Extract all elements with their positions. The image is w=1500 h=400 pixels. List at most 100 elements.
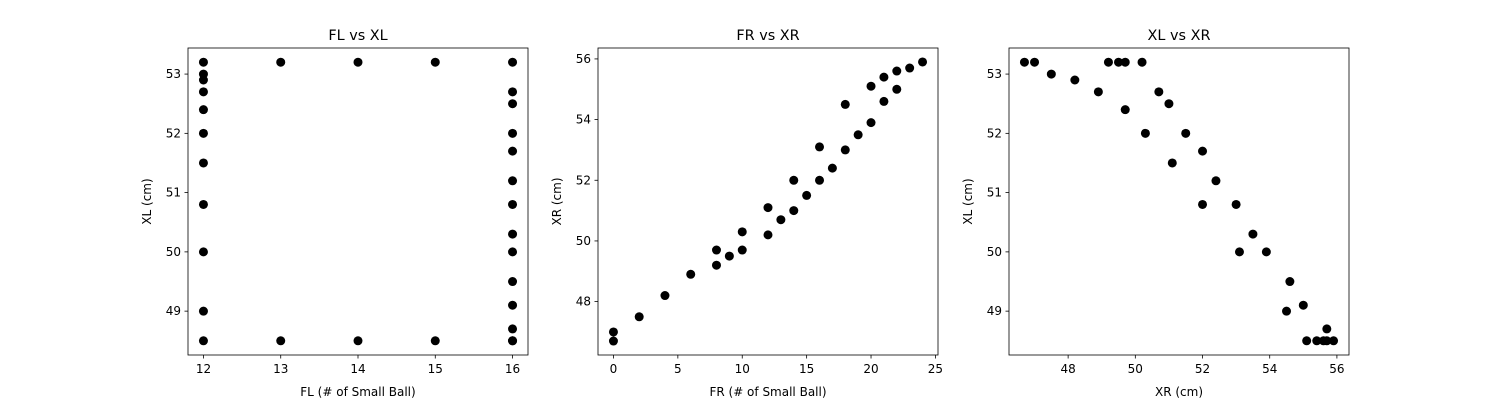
data-point — [1030, 57, 1040, 67]
data-point — [1285, 277, 1295, 287]
data-point — [198, 336, 208, 346]
data-point — [508, 229, 518, 239]
data-point — [508, 146, 518, 156]
data-point — [1164, 99, 1174, 109]
y-tick-label: 54 — [576, 113, 591, 127]
y-axis-label: XL (cm) — [961, 178, 975, 224]
data-point — [1019, 57, 1029, 67]
data-point — [686, 269, 696, 279]
x-tick-label: 16 — [505, 362, 520, 376]
data-point — [840, 145, 850, 155]
data-point — [1231, 199, 1241, 209]
data-point — [1114, 57, 1124, 67]
data-point — [1312, 336, 1322, 346]
y-tick-label: 52 — [987, 126, 1002, 140]
data-points — [1019, 57, 1339, 346]
data-point — [198, 158, 208, 168]
data-point — [1198, 199, 1208, 209]
y-tick-label: 52 — [166, 126, 181, 140]
data-point — [724, 251, 734, 261]
x-tick-label: 50 — [1128, 362, 1143, 376]
data-point — [737, 227, 747, 237]
scatter-panel-xl-vs-xr: XL vs XR 48 50 52 54 56 49 50 51 52 53 XR (cm) XL… — [961, 28, 1350, 399]
data-point — [198, 247, 208, 257]
data-point — [508, 247, 518, 257]
scatter-panel-fr-vs-xr: FR vs XR 0 5 10 15 20 25 48 50 52 54 56 FR (# of S… — [550, 28, 943, 399]
y-axis-label: XL (cm) — [140, 178, 154, 224]
data-point — [763, 203, 773, 213]
data-point — [879, 72, 889, 82]
data-point — [1298, 300, 1308, 310]
scatter-panel-fl-vs-xl: FL vs XL 12 13 14 15 16 49 50 51 52 53 FL (# of S… — [140, 28, 529, 399]
y-axis-label: XR (cm) — [550, 177, 564, 225]
data-point — [1211, 176, 1221, 186]
data-point — [879, 96, 889, 106]
data-point — [1322, 336, 1332, 346]
data-point — [866, 81, 876, 91]
y-tick-label: 53 — [987, 67, 1002, 81]
x-tick-label: 15 — [799, 362, 814, 376]
data-point — [1282, 306, 1292, 316]
data-points — [608, 57, 928, 346]
data-point — [892, 84, 902, 94]
data-point — [905, 63, 915, 73]
x-tick-label: 52 — [1195, 362, 1210, 376]
data-point — [276, 336, 286, 346]
data-point — [508, 87, 518, 97]
data-point — [508, 336, 518, 346]
data-point — [430, 336, 440, 346]
data-point — [866, 118, 876, 128]
data-point — [789, 206, 799, 216]
data-point — [737, 245, 747, 255]
data-point — [608, 336, 618, 346]
data-point — [1120, 105, 1130, 115]
x-tick-label: 25 — [928, 362, 943, 376]
x-tick-label: 5 — [674, 362, 682, 376]
data-point — [892, 66, 902, 76]
data-point — [1248, 229, 1258, 239]
ticks: 0 5 10 15 20 25 48 50 52 54 56 — [576, 52, 943, 376]
data-point — [853, 130, 863, 140]
ticks: 48 50 52 54 56 49 50 51 52 53 — [987, 67, 1345, 376]
y-tick-label: 49 — [166, 304, 181, 318]
axes-frame — [187, 47, 529, 356]
data-point — [918, 57, 928, 67]
data-point — [1154, 87, 1164, 97]
data-point — [1070, 75, 1080, 85]
y-tick-label: 51 — [166, 186, 181, 200]
chart-title: FL vs XL — [328, 28, 387, 44]
data-point — [1137, 57, 1147, 67]
data-point — [198, 75, 208, 85]
x-axis-label: XR (cm) — [1155, 385, 1203, 399]
y-tick-label: 56 — [576, 52, 591, 66]
axes-frame — [1008, 47, 1350, 356]
data-point — [634, 312, 644, 322]
data-point — [198, 128, 208, 138]
x-tick-label: 48 — [1060, 362, 1075, 376]
data-point — [1046, 69, 1056, 79]
data-point — [1120, 57, 1130, 67]
chart-title: XL vs XR — [1148, 28, 1211, 44]
chart-title: FR vs XR — [736, 28, 799, 44]
data-point — [1198, 146, 1208, 156]
data-point — [608, 327, 618, 337]
y-tick-label: 53 — [166, 67, 181, 81]
data-point — [198, 105, 208, 115]
data-point — [508, 176, 518, 186]
x-tick-label: 12 — [196, 362, 211, 376]
data-point — [660, 291, 670, 301]
data-point — [1329, 336, 1339, 346]
y-tick-label: 50 — [576, 234, 591, 248]
data-point — [508, 128, 518, 138]
y-tick-label: 48 — [576, 295, 591, 309]
data-point — [508, 57, 518, 67]
x-tick-label: 56 — [1329, 362, 1344, 376]
data-point — [711, 245, 721, 255]
data-point — [815, 175, 825, 185]
data-point — [1103, 57, 1113, 67]
data-point — [763, 230, 773, 240]
x-tick-label: 13 — [273, 362, 288, 376]
y-tick-label: 50 — [166, 245, 181, 259]
